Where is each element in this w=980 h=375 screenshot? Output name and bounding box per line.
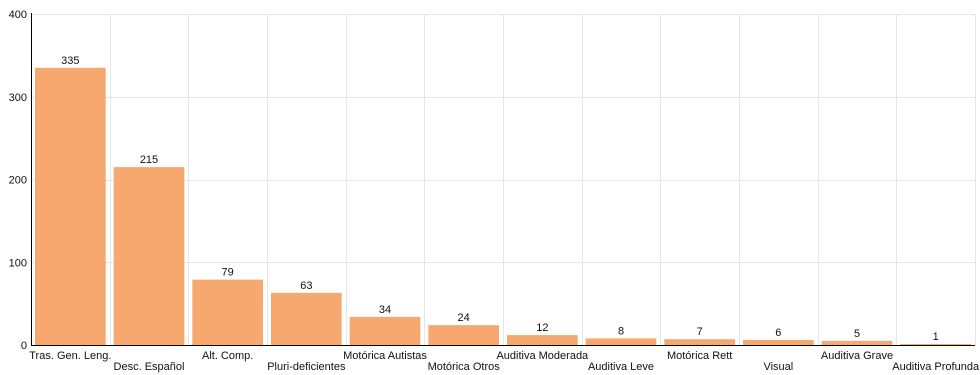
x-tick-label: Auditiva Profunda [892,361,980,373]
x-tick-label: Motórica Otros [428,361,501,373]
x-tick-label: Pluri-deficientes [267,361,346,373]
x-tick-label: Auditiva Leve [588,361,654,373]
bars [35,67,971,345]
bar-value-label: 34 [379,304,391,316]
x-tick-label: Motórica Autistas [343,350,427,362]
x-tick-label: Motórica Rett [667,350,732,362]
bar[interactable] [821,340,893,345]
x-tick-label: Auditiva Moderada [496,350,589,362]
x-tick-label: Auditiva Grave [821,350,893,362]
bar[interactable] [271,292,342,345]
axes: 0 100 200 300 400 Tras. Gen. Leng.Desc. Españ… [9,9,980,373]
bar-value-label: 8 [618,325,624,337]
bar-value-label: 7 [697,326,703,338]
x-tick-label: Tras. Gen. Leng. [29,350,111,362]
y-tick-label: 0 [21,340,27,352]
x-tick-label: Desc. Español [114,361,185,373]
data-labels: 335 215 79 63 34 24 12 8 7 6 5 1 [61,55,939,343]
bar-value-label: 215 [140,154,158,166]
bar-value-label: 63 [300,280,312,292]
y-tick-label: 400 [9,9,27,21]
bar-value-label: 6 [775,327,781,339]
bar[interactable] [507,335,578,345]
x-tick-label: Alt. Comp. [202,350,253,362]
bar-value-label: 1 [933,331,939,343]
bar[interactable] [664,339,735,345]
bar[interactable] [743,340,814,345]
bar[interactable] [35,67,106,345]
bar[interactable] [349,316,421,345]
y-tick-label: 200 [9,175,27,187]
bar-value-label: 79 [222,267,234,279]
bar[interactable] [585,338,657,345]
bar-value-label: 24 [458,312,470,324]
bar-value-label: 5 [854,328,860,340]
bar[interactable] [192,279,263,345]
bar-value-label: 335 [61,55,79,67]
y-tick-label: 300 [9,92,27,104]
bar[interactable] [113,167,185,345]
x-tick-label: Visual [763,361,793,373]
bar[interactable] [428,325,499,345]
y-tick-label: 100 [9,257,27,269]
bar-value-label: 12 [536,322,548,334]
bar[interactable] [900,344,971,345]
